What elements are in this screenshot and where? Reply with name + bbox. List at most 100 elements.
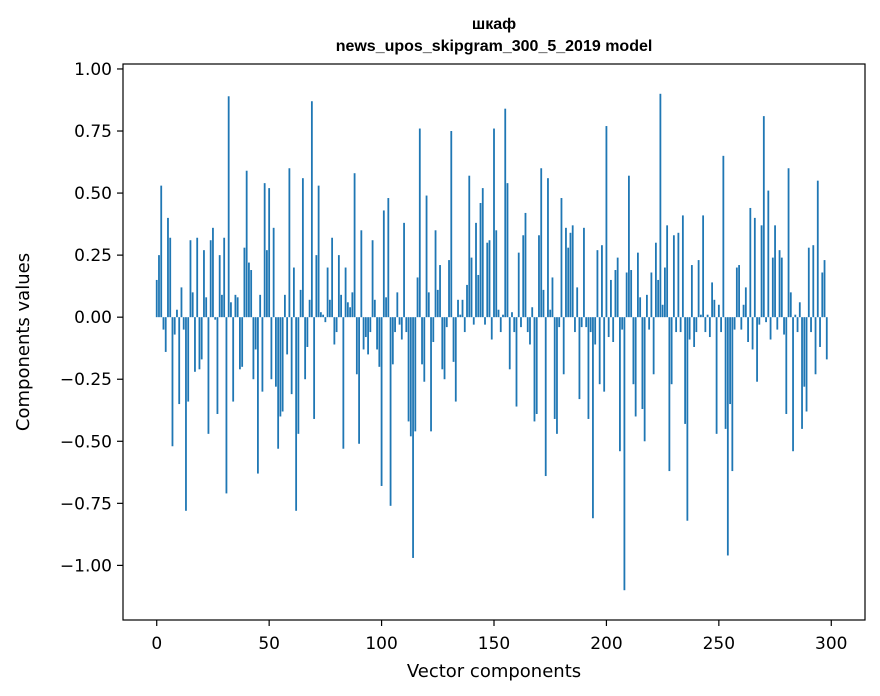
chart-title: шкаф xyxy=(472,16,516,33)
y-tick-label: 0.50 xyxy=(74,184,112,204)
bar-component-222 xyxy=(654,242,657,318)
bar-component-286 xyxy=(798,302,801,318)
bar-component-128 xyxy=(443,317,446,380)
bar-component-201 xyxy=(607,317,610,338)
bar-component-147 xyxy=(486,242,489,318)
bar-component-60 xyxy=(290,317,293,395)
bar-component-213 xyxy=(634,317,637,417)
bar-component-119 xyxy=(423,317,426,382)
bar-component-69 xyxy=(310,101,313,318)
bar-component-293 xyxy=(814,317,817,375)
bar-component-19 xyxy=(198,317,201,370)
bar-component-151 xyxy=(495,230,498,318)
bar-component-232 xyxy=(677,232,680,318)
bar-component-162 xyxy=(520,317,522,328)
bar-component-93 xyxy=(364,317,367,338)
bar-component-38 xyxy=(241,317,244,367)
bar-component-186 xyxy=(574,317,576,333)
bar-component-262 xyxy=(744,287,747,318)
bar-component-229 xyxy=(670,317,673,385)
bar-component-207 xyxy=(621,317,624,330)
y-axis: 1.00 0.75 0.50 0.25 0.00 −0.25 −0.50 −0.75 −1.00 xyxy=(60,60,123,576)
bar-component-89 xyxy=(355,317,358,375)
bar-component-267 xyxy=(756,317,758,382)
bar-component-88 xyxy=(353,173,356,318)
bar-component-230 xyxy=(672,235,675,318)
bar-component-281 xyxy=(787,168,790,318)
bar-component-104 xyxy=(389,317,392,506)
bar-component-96 xyxy=(371,240,374,318)
x-axis-label: Vector components xyxy=(407,661,581,682)
bar-component-175 xyxy=(549,309,552,318)
bar-component-188 xyxy=(578,317,581,400)
bar-component-218 xyxy=(646,294,648,318)
bar-component-224 xyxy=(659,93,662,318)
bar-component-85 xyxy=(346,302,349,318)
bar-component-117 xyxy=(418,128,421,318)
bar-component-206 xyxy=(619,317,621,452)
bar-component-228 xyxy=(668,317,671,472)
bar-component-50 xyxy=(268,188,271,318)
bar-component-30 xyxy=(223,237,226,318)
bar-component-86 xyxy=(349,307,351,318)
bar-component-9 xyxy=(176,309,178,318)
bar-component-71 xyxy=(315,255,318,318)
bar-component-115 xyxy=(414,317,417,432)
bar-component-227 xyxy=(666,225,669,318)
bar-component-95 xyxy=(369,317,372,333)
bar-component-256 xyxy=(731,317,734,472)
bar-component-245 xyxy=(706,314,709,318)
bar-component-275 xyxy=(774,225,776,318)
bar-component-90 xyxy=(358,317,360,444)
bar-component-78 xyxy=(331,237,334,318)
bar-component-137 xyxy=(463,317,466,333)
bar-component-62 xyxy=(295,317,298,511)
bar-component-116 xyxy=(416,277,419,318)
bar-component-0 xyxy=(155,279,158,318)
bar-component-231 xyxy=(675,317,678,333)
bar-component-102 xyxy=(385,297,387,318)
bar-component-31 xyxy=(225,317,228,494)
bar-component-12 xyxy=(182,317,185,330)
bar-component-205 xyxy=(616,257,619,318)
bar-component-208 xyxy=(623,317,626,591)
bar-component-247 xyxy=(711,282,713,318)
bar-component-7 xyxy=(171,317,174,447)
bar-component-21 xyxy=(203,250,205,318)
bar-component-1 xyxy=(158,255,160,318)
bar-component-55 xyxy=(279,317,282,417)
x-tick-label: 150 xyxy=(478,634,510,654)
y-tick-label: 0.75 xyxy=(74,122,112,142)
bar-component-284 xyxy=(794,314,797,318)
bar-component-99 xyxy=(378,317,381,367)
bar-component-181 xyxy=(562,317,565,375)
x-tick-label: 250 xyxy=(703,634,735,654)
bar-component-180 xyxy=(560,198,563,318)
bar-component-234 xyxy=(681,215,684,318)
x-tick-label: 100 xyxy=(365,634,397,654)
bar-component-240 xyxy=(695,317,698,333)
bar-component-52 xyxy=(272,227,275,318)
bar-component-161 xyxy=(517,252,520,318)
bar-component-53 xyxy=(275,317,277,387)
bar-component-292 xyxy=(812,245,815,318)
bar-component-216 xyxy=(641,317,644,410)
bar-component-288 xyxy=(803,317,806,387)
bar-component-24 xyxy=(209,240,212,318)
bar-component-235 xyxy=(684,317,687,424)
bar-component-233 xyxy=(679,317,682,333)
bar-component-109 xyxy=(400,317,403,340)
bar-component-223 xyxy=(657,279,660,318)
bar-component-44 xyxy=(254,317,257,350)
bar-component-178 xyxy=(556,317,558,434)
bar-component-156 xyxy=(506,183,509,318)
bar-component-2 xyxy=(160,185,163,318)
bar-component-280 xyxy=(785,317,788,414)
bar-component-51 xyxy=(270,317,273,380)
bar-component-33 xyxy=(230,302,232,318)
bar-component-43 xyxy=(252,317,255,380)
bar-component-149 xyxy=(490,317,493,340)
bar-component-5 xyxy=(167,217,169,318)
bar-component-298 xyxy=(825,317,828,360)
